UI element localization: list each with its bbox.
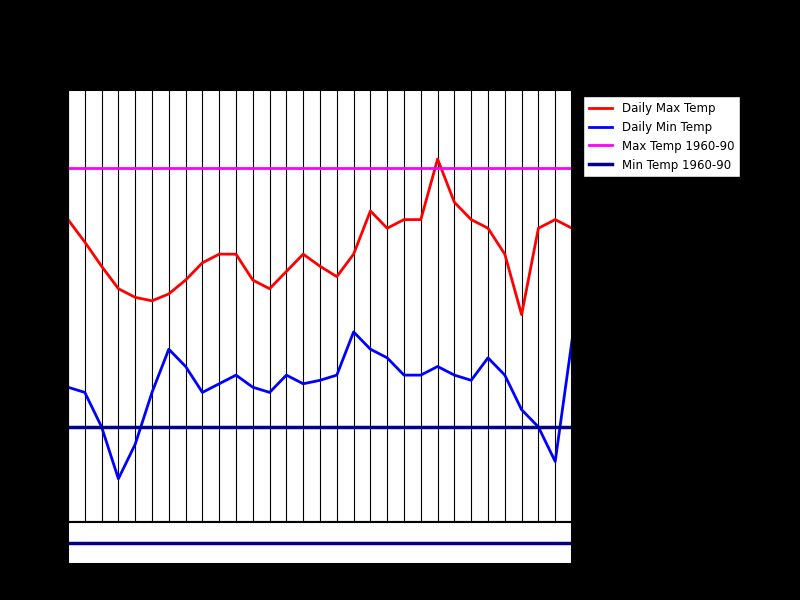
Daily Max Temp — [366, 208, 375, 215]
Text: Payhembury Temperatures: Payhembury Temperatures — [217, 24, 423, 39]
Daily Max Temp — [265, 285, 274, 292]
Max Temp 1960-90 — [63, 164, 73, 172]
Text: May 2007: May 2007 — [286, 55, 354, 69]
Daily Max Temp — [517, 311, 526, 318]
Daily Min Temp — [248, 383, 258, 391]
Daily Max Temp — [382, 224, 392, 232]
Line: Daily Min Temp: Daily Min Temp — [68, 332, 572, 479]
Daily Min Temp — [198, 389, 207, 396]
Daily Max Temp — [416, 216, 426, 223]
Daily Max Temp — [130, 294, 140, 301]
Daily Min Temp — [399, 371, 409, 379]
Min Temp 1960-90 — [63, 424, 73, 431]
Daily Min Temp — [231, 371, 241, 379]
Daily Max Temp — [63, 216, 73, 223]
Daily Max Temp — [534, 224, 543, 232]
Daily Min Temp — [181, 363, 190, 370]
Daily Max Temp — [231, 251, 241, 258]
Daily Max Temp — [450, 199, 459, 206]
Daily Min Temp — [164, 346, 174, 353]
Daily Min Temp — [63, 383, 73, 391]
Daily Max Temp — [399, 216, 409, 223]
Daily Max Temp — [181, 277, 190, 284]
Daily Min Temp — [214, 380, 224, 388]
Daily Max Temp — [466, 216, 476, 223]
Daily Max Temp — [332, 273, 342, 280]
Daily Min Temp — [382, 354, 392, 361]
Daily Min Temp — [500, 371, 510, 379]
Daily Min Temp — [265, 389, 274, 396]
Daily Min Temp — [315, 377, 325, 384]
Daily Min Temp — [298, 380, 308, 388]
Daily Min Temp — [366, 346, 375, 353]
Daily Max Temp — [147, 297, 157, 304]
Daily Max Temp — [248, 277, 258, 284]
Daily Max Temp — [97, 263, 106, 270]
Daily Max Temp — [433, 155, 442, 163]
Daily Max Temp — [214, 251, 224, 258]
Daily Max Temp — [80, 238, 90, 245]
Daily Max Temp — [198, 259, 207, 266]
Legend: Daily Max Temp, Daily Min Temp, Max Temp 1960-90, Min Temp 1960-90: Daily Max Temp, Daily Min Temp, Max Temp… — [583, 96, 740, 178]
Daily Min Temp — [282, 371, 291, 379]
Daily Max Temp — [282, 268, 291, 275]
Daily Min Temp — [483, 354, 493, 361]
Daily Min Temp — [114, 475, 123, 482]
Daily Min Temp — [332, 371, 342, 379]
Daily Max Temp — [567, 224, 577, 232]
Min Temp 1960-90 — [46, 424, 56, 431]
Daily Max Temp — [483, 224, 493, 232]
Daily Min Temp — [416, 371, 426, 379]
Daily Min Temp — [534, 424, 543, 431]
Daily Min Temp — [433, 363, 442, 370]
Daily Max Temp — [114, 285, 123, 292]
Daily Min Temp — [466, 377, 476, 384]
Daily Max Temp — [164, 290, 174, 298]
Daily Min Temp — [130, 440, 140, 448]
Daily Min Temp — [147, 389, 157, 396]
Daily Min Temp — [517, 406, 526, 413]
Daily Min Temp — [349, 328, 358, 335]
Daily Min Temp — [450, 371, 459, 379]
Daily Min Temp — [550, 458, 560, 465]
Daily Min Temp — [80, 389, 90, 396]
Daily Max Temp — [500, 251, 510, 258]
Daily Min Temp — [97, 424, 106, 431]
Daily Min Temp — [567, 337, 577, 344]
Daily Max Temp — [550, 216, 560, 223]
Daily Max Temp — [298, 251, 308, 258]
Daily Max Temp — [349, 251, 358, 258]
Line: Daily Max Temp: Daily Max Temp — [68, 159, 572, 314]
Daily Max Temp — [315, 263, 325, 270]
Max Temp 1960-90 — [46, 164, 56, 172]
